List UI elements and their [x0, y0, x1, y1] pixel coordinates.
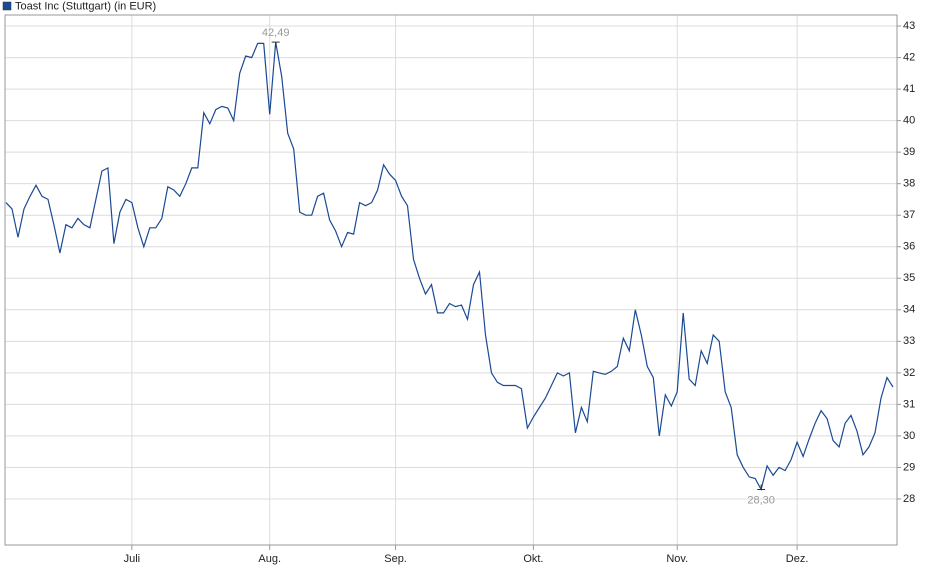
y-tick-label: 41 [903, 83, 915, 95]
y-tick-label: 29 [903, 461, 915, 473]
y-tick-label: 30 [903, 430, 915, 442]
plot-area [5, 15, 897, 545]
y-tick-label: 38 [903, 178, 915, 190]
legend-swatch [2, 1, 12, 11]
y-tick-label: 39 [903, 146, 915, 158]
y-tick-label: 37 [903, 209, 915, 221]
x-tick-label: Nov. [666, 553, 688, 565]
data-label: 42,49 [262, 27, 290, 39]
y-tick-label: 32 [903, 367, 915, 379]
y-tick-label: 42 [903, 51, 915, 63]
x-tick-label: Okt. [523, 553, 543, 565]
y-tick-label: 40 [903, 115, 915, 127]
x-tick-label: Sep. [384, 553, 407, 565]
legend-label: Toast Inc (Stuttgart) (in EUR) [15, 0, 156, 12]
y-tick-label: 28 [903, 493, 915, 505]
y-tick-label: 31 [903, 398, 915, 410]
x-tick-label: Aug. [258, 553, 281, 565]
plot-frame [4, 14, 898, 546]
y-tick-label: 36 [903, 241, 915, 253]
y-tick-label: 34 [903, 304, 915, 316]
data-label: 28,30 [747, 494, 775, 506]
line-series [5, 41, 894, 492]
y-tick-label: 33 [903, 335, 915, 347]
y-tick-label: 35 [903, 272, 915, 284]
x-tick-label: Juli [124, 553, 141, 565]
y-tick-label: 43 [903, 20, 915, 32]
x-tick-label: Dez. [786, 553, 809, 565]
